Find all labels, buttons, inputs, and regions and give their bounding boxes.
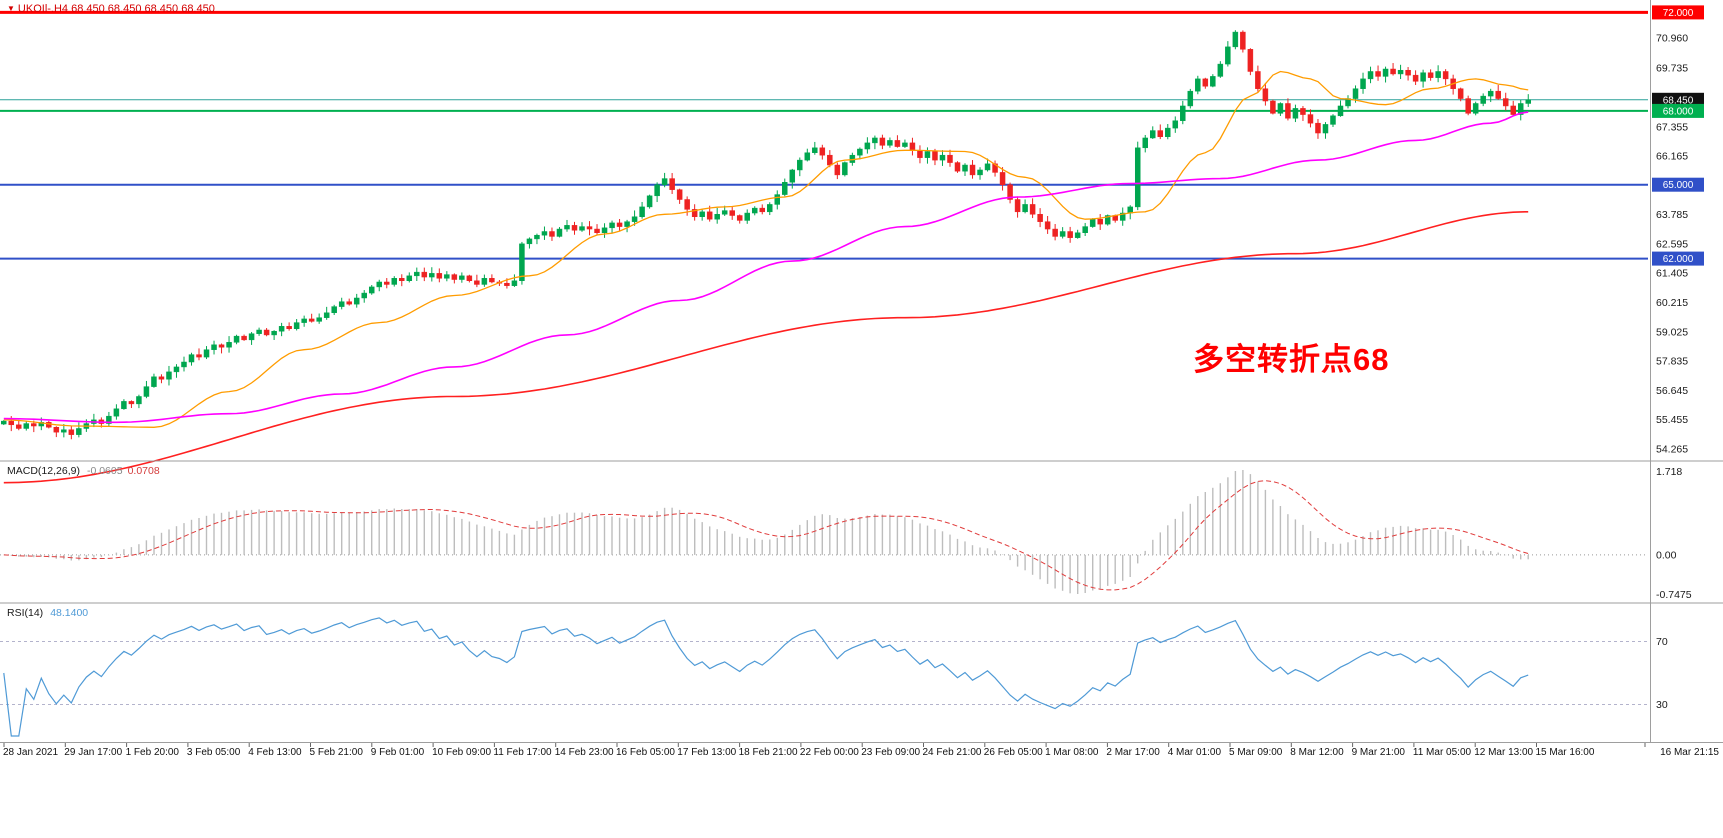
price-axis-label: 70.960 (1656, 33, 1688, 45)
price-axis-label: 55.455 (1656, 414, 1688, 426)
symbol-ohlc-text: UKOIl-.H4 68.450 68.450 68.450 68.450 (17, 3, 215, 15)
time-label: 3 Feb 05:00 (187, 747, 241, 758)
rsi-value: 48.1400 (50, 607, 89, 619)
rsi-level-label: 70 (1656, 636, 1668, 648)
time-label: 17 Feb 13:00 (677, 747, 736, 758)
macd-axis-label: 0.00 (1656, 549, 1677, 561)
rsi-indicator-label: RSI(14) 48.1400 (7, 607, 88, 619)
time-label: 29 Jan 17:00 (64, 747, 122, 758)
macd-signal-value: 0.0708 (127, 465, 160, 477)
price-badge (1652, 5, 1704, 20)
time-label: 14 Feb 23:00 (555, 747, 614, 758)
time-label: 4 Mar 01:00 (1168, 747, 1222, 758)
price-axis-label: 62.595 (1656, 238, 1688, 250)
macd-signal-line (3, 480, 1529, 591)
price-axis-label: 67.355 (1656, 121, 1688, 133)
horizontal-lines[interactable] (0, 10, 1648, 260)
symbol-ohlc-header: ▼ UKOIl-.H4 68.450 68.450 68.450 68.450 (7, 3, 215, 15)
time-label: 24 Feb 21:00 (923, 747, 982, 758)
time-label: 15 Mar 16:00 (1536, 747, 1595, 758)
macd-histogram (10, 470, 1529, 594)
time-label: 1 Mar 08:00 (1045, 747, 1099, 758)
dropdown-arrow-icon: ▼ (7, 4, 15, 13)
price-badge-label: 62.000 (1663, 254, 1694, 265)
macd-axis-label: -0.7475 (1656, 589, 1692, 601)
price-badge (1652, 177, 1704, 192)
time-label: 5 Mar 09:00 (1229, 747, 1283, 758)
time-label: 22 Feb 00:00 (800, 747, 859, 758)
price-axis-label: 61.405 (1656, 268, 1688, 280)
price-axis-label: 66.165 (1656, 151, 1688, 163)
time-label: 4 Feb 13:00 (248, 747, 302, 758)
rsi-name: RSI(14) (7, 607, 44, 619)
time-label: 1 Feb 20:00 (126, 747, 180, 758)
ma-fast-orange (3, 70, 1529, 428)
rsi-level-label: 30 (1656, 699, 1668, 711)
time-label: 11 Feb 17:00 (493, 747, 552, 758)
price-badge-label: 68.000 (1663, 106, 1694, 117)
macd-indicator-label: MACD(12,26,9) -0.0605 0.0708 (7, 465, 160, 477)
price-badge-label: 72.000 (1663, 8, 1694, 19)
chart-annotation-text[interactable]: 多空转折点68 (1193, 342, 1390, 377)
time-label: 23 Feb 09:00 (861, 747, 920, 758)
time-label: 26 Feb 05:00 (984, 747, 1043, 758)
time-label: 12 Mar 13:00 (1474, 747, 1533, 758)
time-label: 11 Mar 05:00 (1413, 747, 1472, 758)
time-label: 9 Feb 01:00 (371, 747, 425, 758)
price-badge (1652, 251, 1704, 266)
candles[interactable] (1, 30, 1531, 440)
time-label: 16 Mar 21:15 (1660, 747, 1719, 758)
time-label: 9 Mar 21:00 (1352, 747, 1406, 758)
time-label: 8 Mar 12:00 (1290, 747, 1344, 758)
macd-main-value: -0.0605 (86, 465, 123, 477)
price-axis-label: 56.645 (1656, 385, 1688, 397)
price-badge-label: 65.000 (1663, 180, 1694, 191)
price-axis[interactable]: 70.960 69.735 67.355 66.165 63.785 62.595 61.4… (1652, 5, 1704, 456)
price-badge (1652, 92, 1704, 107)
price-axis-label: 59.025 (1656, 326, 1688, 338)
time-label: 16 Feb 05:00 (616, 747, 675, 758)
macd-name: MACD(12,26,9) (7, 465, 80, 477)
time-label: 2 Mar 17:00 (1106, 747, 1160, 758)
time-label: 5 Feb 21:00 (310, 747, 364, 758)
ma-mid-magenta (3, 111, 1529, 424)
price-axis-label: 69.735 (1656, 63, 1688, 75)
price-axis-label: 60.215 (1656, 297, 1688, 309)
price-badge (1652, 103, 1704, 118)
time-label: 18 Feb 21:00 (739, 747, 798, 758)
time-label: 28 Jan 2021 (3, 747, 58, 758)
rsi-line (3, 617, 1529, 737)
macd-axis-label: 1.718 (1656, 466, 1682, 478)
price-axis-label: 54.265 (1656, 444, 1688, 456)
price-axis-label: 63.785 (1656, 209, 1688, 221)
price-axis-label: 57.835 (1656, 356, 1688, 368)
time-label: 10 Feb 09:00 (432, 747, 491, 758)
ma-slow-red (3, 211, 1529, 484)
price-badge-label: 68.450 (1663, 95, 1694, 106)
time-axis[interactable]: 28 Jan 2021 29 Jan 17:00 1 Feb 20:00 3 Feb … (3, 743, 1719, 758)
